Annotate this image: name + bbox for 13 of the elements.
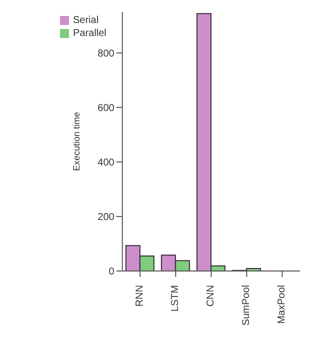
y-tick-label: 0 bbox=[108, 266, 115, 278]
x-tick-label: RNN bbox=[134, 285, 146, 307]
x-tick-label: CNN bbox=[206, 285, 217, 307]
y-tick-label: 800 bbox=[98, 48, 115, 60]
x-tick-label: LSTM bbox=[170, 285, 182, 312]
x-tick-label: MaxPool bbox=[276, 285, 288, 324]
legend-label: Parallel bbox=[73, 28, 106, 39]
y-tick-label: 400 bbox=[98, 157, 115, 168]
y-axis-title: Execution time bbox=[72, 112, 82, 172]
y-tick-label: 200 bbox=[98, 212, 115, 224]
x-tick-label: SumPool bbox=[241, 285, 252, 326]
y-tick-label: 600 bbox=[98, 102, 115, 114]
legend-label: Serial bbox=[73, 15, 99, 26]
